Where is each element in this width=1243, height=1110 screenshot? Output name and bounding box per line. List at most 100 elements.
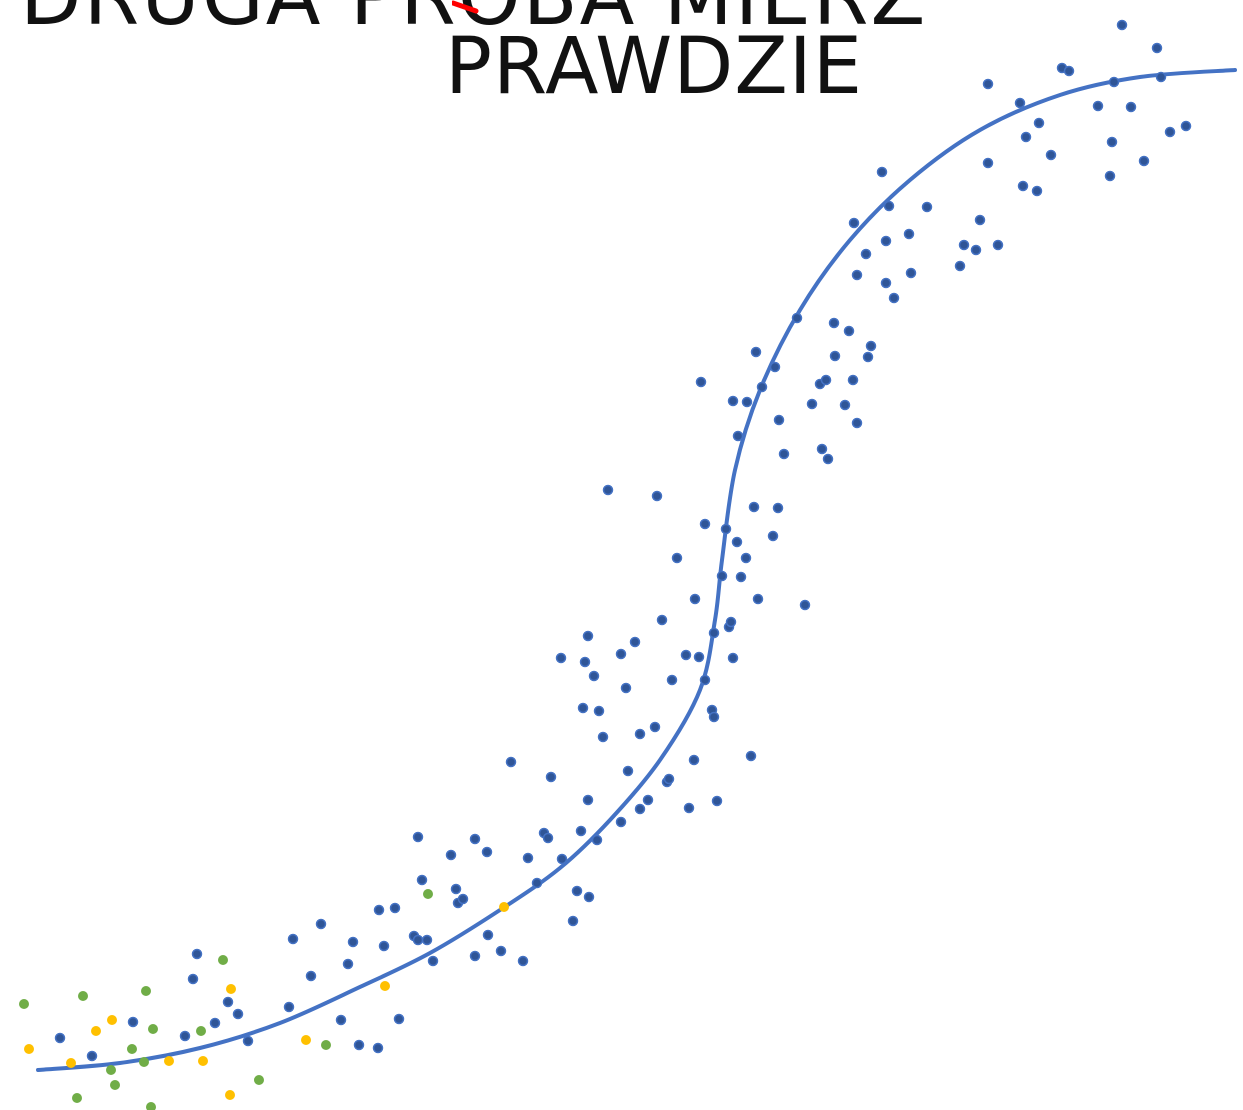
blue-point <box>862 351 874 363</box>
blue-point <box>505 756 517 768</box>
blue-point <box>602 484 614 496</box>
blue-point <box>848 217 860 229</box>
blue-point <box>1138 155 1150 167</box>
blue-point <box>772 502 784 514</box>
blue-point <box>828 317 840 329</box>
green-point <box>139 1057 149 1067</box>
blue-point <box>732 430 744 442</box>
blue-point <box>725 616 737 628</box>
blue-point <box>745 750 757 762</box>
blue-point <box>1017 180 1029 192</box>
blue-point <box>179 1030 191 1042</box>
yellow-point <box>66 1058 76 1068</box>
blue-point <box>982 157 994 169</box>
yellow-point <box>164 1056 174 1066</box>
blue-point <box>287 933 299 945</box>
blue-point <box>347 936 359 948</box>
blue-point <box>649 721 661 733</box>
blue-point <box>620 682 632 694</box>
blue-point <box>756 381 768 393</box>
blue-point <box>839 399 851 411</box>
blue-point <box>876 166 888 178</box>
yellow-point <box>226 984 236 994</box>
blue-point <box>708 627 720 639</box>
blue-point <box>571 885 583 897</box>
blue-point <box>353 1039 365 1051</box>
blue-point <box>427 955 439 967</box>
blue-point <box>1151 42 1163 54</box>
blue-point <box>1014 97 1026 109</box>
blue-point <box>1116 19 1128 31</box>
blue-point <box>342 958 354 970</box>
blue-point <box>1045 149 1057 161</box>
blue-point <box>582 630 594 642</box>
blue-point <box>1020 131 1032 143</box>
blue-point <box>735 571 747 583</box>
blue-point <box>522 852 534 864</box>
blue-point <box>629 636 641 648</box>
blue-point <box>656 614 668 626</box>
blue-point <box>680 649 692 661</box>
blue-point <box>1033 117 1045 129</box>
blue-point <box>517 955 529 967</box>
blue-point <box>888 292 900 304</box>
green-point <box>78 991 88 1001</box>
blue-point <box>695 376 707 388</box>
blue-point <box>851 269 863 281</box>
blue-point <box>1106 136 1118 148</box>
blue-point <box>773 414 785 426</box>
blue-point <box>305 970 317 982</box>
red-correction-mark <box>452 0 479 14</box>
blue-point <box>588 670 600 682</box>
blue-point <box>767 530 779 542</box>
green-point <box>106 1065 116 1075</box>
blue-point <box>688 754 700 766</box>
blue-point <box>222 996 234 1008</box>
green-point <box>110 1080 120 1090</box>
blue-point <box>820 374 832 386</box>
blue-point <box>615 648 627 660</box>
yellow-point <box>380 981 390 991</box>
blue-point <box>1092 100 1104 112</box>
blue-point <box>469 833 481 845</box>
yellow-point <box>198 1056 208 1066</box>
green-point <box>19 999 29 1009</box>
blue-point <box>752 593 764 605</box>
blue-point <box>373 904 385 916</box>
blue-point <box>740 552 752 564</box>
blue-point <box>905 267 917 279</box>
blue-point <box>242 1035 254 1047</box>
blue-point <box>542 832 554 844</box>
blue-point <box>727 652 739 664</box>
blue-point <box>187 973 199 985</box>
blue-point <box>372 1042 384 1054</box>
yellow-point <box>301 1035 311 1045</box>
blue-point <box>283 1001 295 1013</box>
blue-point <box>699 518 711 530</box>
blue-point <box>720 523 732 535</box>
blue-point <box>880 235 892 247</box>
title-line-1: DRUGA PRÓBA MIERZ <box>20 0 927 43</box>
blue-point <box>880 277 892 289</box>
blue-point <box>1125 101 1137 113</box>
blue-point <box>579 656 591 668</box>
blue-point <box>445 849 457 861</box>
yellow-point <box>91 1026 101 1036</box>
yellow-point <box>107 1015 117 1025</box>
blue-point <box>412 831 424 843</box>
blue-point <box>982 78 994 90</box>
green-point <box>321 1040 331 1050</box>
blue-point <box>847 374 859 386</box>
blue-point <box>741 396 753 408</box>
blue-point <box>865 340 877 352</box>
fitted-curve <box>36 68 1237 1072</box>
blue-point <box>671 552 683 564</box>
blue-point <box>903 228 915 240</box>
blue-point <box>750 346 762 358</box>
blue-point <box>651 490 663 502</box>
blue-point <box>921 201 933 213</box>
blue-point <box>54 1032 66 1044</box>
green-point <box>148 1024 158 1034</box>
blue-point <box>843 325 855 337</box>
blue-point <box>469 950 481 962</box>
